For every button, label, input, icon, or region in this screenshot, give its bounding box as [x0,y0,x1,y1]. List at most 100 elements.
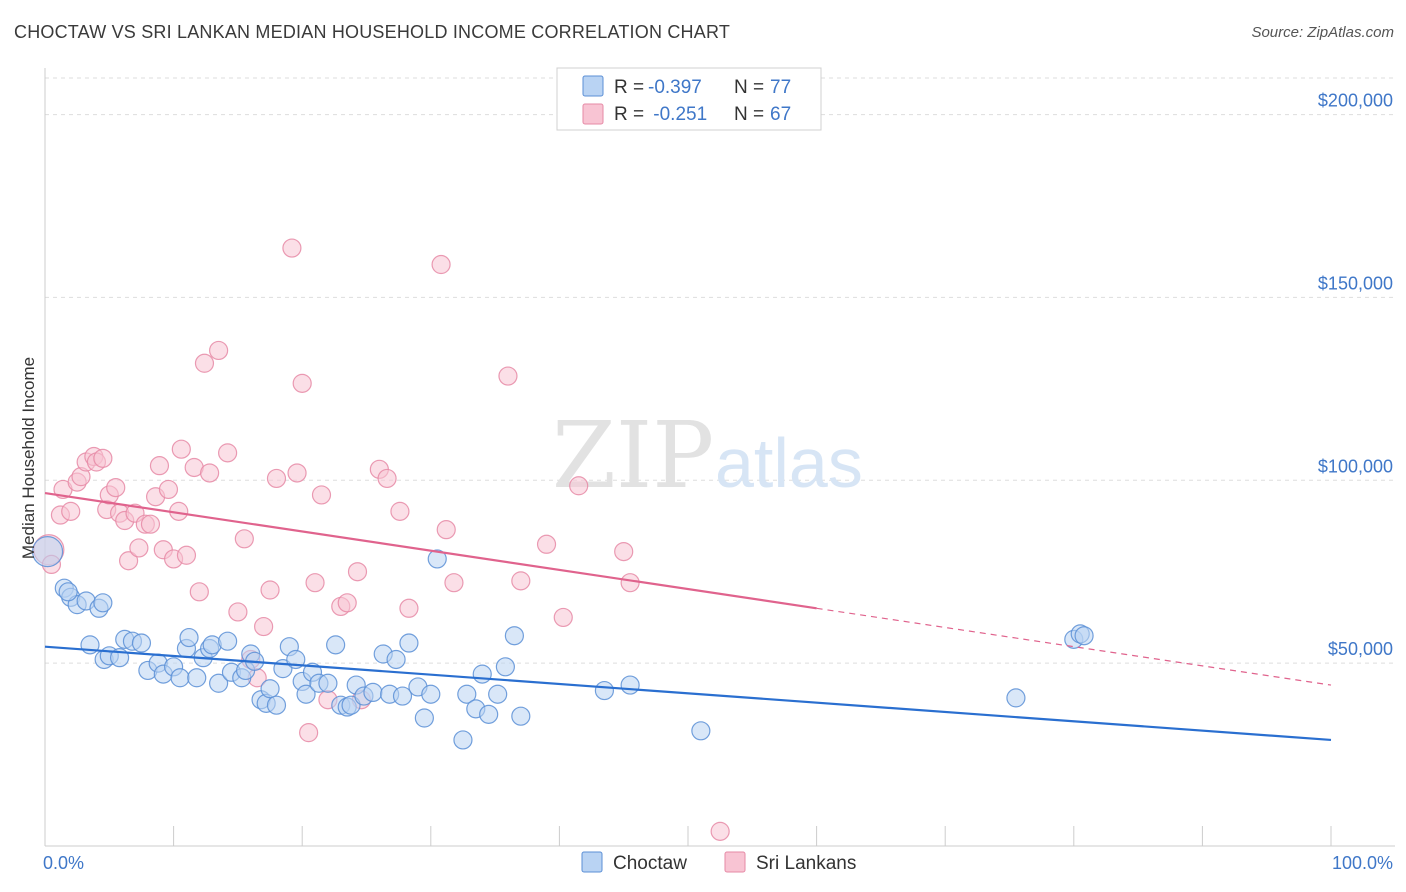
srilankans-point [149,456,170,476]
legend-n-label: N = [734,104,764,125]
srilankans-trend-extension [816,607,1332,686]
srilankans-point [93,448,113,468]
choctaw-point [326,635,346,655]
legend-n-value: 67 [770,104,791,125]
choctaw-point [457,684,477,704]
choctaw-point [170,668,190,688]
srilankans-point [129,538,149,558]
srilankans-point [620,573,640,593]
axes [44,68,1395,847]
choctaw-point [318,673,338,693]
srilankans-point [536,534,557,554]
srilankans-point [498,366,518,386]
srilankans-point [292,373,312,393]
series-srilankans-points [33,238,730,841]
srilankans-point [254,616,274,637]
srilankans-point [176,545,197,565]
srilankans-point [171,439,191,459]
y-tick-label: $150,000 [1318,273,1393,293]
choctaw-point [179,627,199,648]
y-tick-label: $200,000 [1318,91,1393,111]
legend-r-label: R = [614,104,644,125]
choctaw-point [399,633,419,653]
grid-lines [45,77,1395,664]
srilankans-point [61,501,81,521]
chart-title: CHOCTAW VS SRI LANKAN MEDIAN HOUSEHOLD I… [14,22,731,42]
srilankans-point [106,478,126,498]
choctaw-point [209,673,229,693]
choctaw-point [187,668,207,688]
legend-r-label: R = [614,77,644,98]
choctaw-point [296,684,316,704]
srilankans-point [287,463,307,483]
srilankans-point [228,602,248,622]
y-axis-label: Median Household Income [19,357,38,559]
choctaw-point [1006,688,1026,708]
srilankans-point [511,571,531,591]
srilankans-point [189,582,209,602]
legend-swatch-choctaw [582,75,604,97]
choctaw-point [472,664,492,684]
y-tick-label: $50,000 [1328,639,1393,659]
watermark: ZIP atlas [552,402,863,509]
legend-n-value: 77 [770,77,791,98]
legend-swatch-srilankans [582,103,604,125]
srilankans-point [431,254,451,275]
srilankans-point [282,238,302,258]
choctaw-point [691,721,711,741]
source-label: Source: ZipAtlas.com [1251,24,1394,41]
legend-n-label: N = [734,77,764,98]
srilankans-trend-line [44,491,817,610]
srilankans-point [299,723,319,743]
srilankans-point [436,520,456,540]
choctaw-point [495,657,515,677]
legend-r-value: -0.397 [648,77,702,98]
watermark-atlas: atlas [715,424,863,502]
srilankans-point [118,551,139,571]
choctaw-point [363,682,383,703]
srilankans-point [337,593,357,613]
srilankans-point [399,598,419,618]
legend-bottom: Choctaw Sri Lankans [581,851,856,874]
srilankans-point [390,501,410,521]
srilankans-point [266,468,287,489]
y-tick-labels: $50,000 $100,000 $150,000 $200,000 [1318,91,1393,660]
choctaw-point [58,582,78,602]
srilankans-point [140,514,161,534]
choctaw-point [386,649,406,670]
x-tick-label: 100.0% [1332,853,1393,873]
choctaw-point [218,631,238,651]
legend-label-srilankans: Sri Lankans [756,853,856,874]
choctaw-point [392,686,413,706]
srilankans-point [311,485,332,505]
series-choctaw-points [31,535,1094,750]
srilankans-point [347,562,368,582]
srilankans-point [218,443,238,463]
srilankans-point [194,353,215,373]
srilankans-point [234,529,254,549]
srilankans-point [158,479,179,500]
choctaw-point [421,684,441,704]
choctaw-point [1074,626,1094,646]
legend-swatch-choctaw [581,851,603,873]
choctaw-point [488,684,508,704]
choctaw-point [414,708,434,728]
choctaw-point [93,593,113,613]
y-tick-label: $100,000 [1318,456,1393,476]
srilankans-point [614,541,634,562]
choctaw-point [594,680,615,701]
srilankans-point [209,340,229,361]
srilankans-point [377,468,397,489]
srilankans-point [553,607,573,628]
x-tick-labels: 0.0% 100.0% [43,853,1393,873]
srilankans-point [260,580,280,600]
choctaw-point [504,626,524,646]
choctaw-point [620,675,640,695]
choctaw-point [131,633,152,653]
choctaw-point [479,704,499,724]
legend-label-choctaw: Choctaw [613,853,687,874]
choctaw-point [31,535,64,568]
choctaw-point [427,549,447,569]
choctaw-trend-line [44,645,1332,742]
